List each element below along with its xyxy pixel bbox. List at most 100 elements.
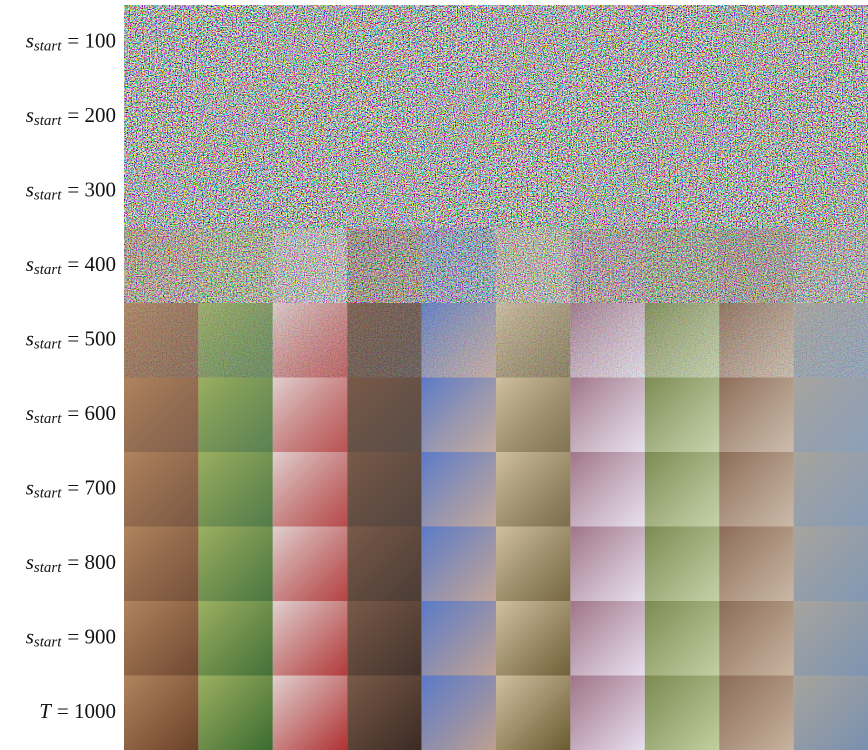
label-symbol: s: [26, 28, 34, 52]
noise: [719, 229, 794, 304]
noise: [794, 80, 868, 155]
image-content: [570, 452, 645, 527]
image-content: [124, 527, 199, 602]
label-value: = 500: [67, 326, 116, 350]
image-content: [422, 527, 497, 602]
image-content: [645, 676, 720, 750]
label-symbol: s: [26, 103, 34, 127]
label-value: = 400: [67, 252, 116, 276]
image-content: [124, 676, 199, 750]
image-content: [124, 378, 199, 453]
label-subscript: start: [34, 486, 62, 502]
row-label: sstart= 300: [26, 177, 116, 204]
label-value: = 100: [67, 28, 116, 52]
image-content: [794, 676, 868, 750]
noise: [198, 5, 273, 80]
image-content: [645, 378, 720, 453]
noise: [422, 5, 497, 80]
page: {"figure": {"rows": [ {"symbol": "s", "s…: [0, 0, 868, 750]
noise: [645, 80, 720, 155]
noise: [347, 5, 422, 80]
row-label: sstart= 500: [26, 326, 116, 353]
label-subscript: start: [34, 411, 62, 427]
noise: [570, 5, 645, 80]
noise: [496, 80, 571, 155]
noise: [422, 154, 497, 229]
noise: [570, 303, 645, 378]
image-content: [422, 378, 497, 453]
noise: [496, 5, 571, 80]
image-content: [570, 676, 645, 750]
image-content: [794, 601, 868, 676]
label-subscript: start: [34, 113, 62, 129]
noise: [347, 303, 422, 378]
row-label: sstart = 100: [26, 28, 116, 55]
noise: [422, 229, 497, 304]
noise: [422, 80, 497, 155]
image-content: [198, 601, 273, 676]
noise: [198, 154, 273, 229]
image-content: [198, 676, 273, 750]
noise: [570, 229, 645, 304]
label-value: = 300: [67, 177, 116, 201]
image-content: [347, 378, 422, 453]
noise: [198, 303, 273, 378]
noise: [347, 229, 422, 304]
image-content: [645, 601, 720, 676]
noise: [496, 229, 571, 304]
noise: [570, 80, 645, 155]
image-content: [719, 676, 794, 750]
label-value: = 600: [67, 401, 116, 425]
label-value: = 200: [67, 103, 116, 127]
label-subscript: start: [34, 39, 62, 55]
image-content: [496, 676, 571, 750]
noise: [645, 303, 720, 378]
image-grid: [124, 5, 868, 750]
noise: [273, 80, 348, 155]
image-content: [347, 601, 422, 676]
image-content: [570, 527, 645, 602]
label-symbol: T: [39, 699, 52, 723]
noise: [645, 229, 720, 304]
noise: [794, 303, 868, 378]
noise: [347, 80, 422, 155]
image-content: [719, 601, 794, 676]
noise: [124, 303, 199, 378]
noise: [496, 154, 571, 229]
noise: [794, 154, 868, 229]
image-content: [719, 527, 794, 602]
noise: [719, 154, 794, 229]
row-label: sstart= 800: [26, 550, 116, 577]
noise: [273, 154, 348, 229]
image-content: [124, 452, 199, 527]
image-content: [198, 527, 273, 602]
noise: [124, 80, 199, 155]
label-subscript: start: [34, 337, 62, 353]
label-symbol: s: [26, 475, 34, 499]
noise: [124, 154, 199, 229]
noise: [794, 5, 868, 80]
image-content: [422, 676, 497, 750]
noise: [719, 303, 794, 378]
label-subscript: start: [34, 560, 62, 576]
noise: [124, 229, 199, 304]
figure: sstart= 100sstart= 200sstart= 300sstart=…: [0, 0, 868, 750]
noise: [347, 154, 422, 229]
image-content: [570, 601, 645, 676]
label-value: = 900: [67, 624, 116, 648]
noise: [719, 80, 794, 155]
noise: [198, 80, 273, 155]
image-content: [570, 378, 645, 453]
noise: [645, 5, 720, 80]
image-content: [645, 527, 720, 602]
label-symbol: s: [26, 401, 34, 425]
row-label: sstart= 700: [26, 475, 116, 502]
noise: [794, 229, 868, 304]
image-content: [347, 527, 422, 602]
row-label: sstart= 900: [26, 624, 116, 651]
image-content: [719, 452, 794, 527]
image-content: [496, 452, 571, 527]
label-subscript: start: [34, 188, 62, 204]
label-symbol: s: [26, 624, 34, 648]
noise: [198, 229, 273, 304]
